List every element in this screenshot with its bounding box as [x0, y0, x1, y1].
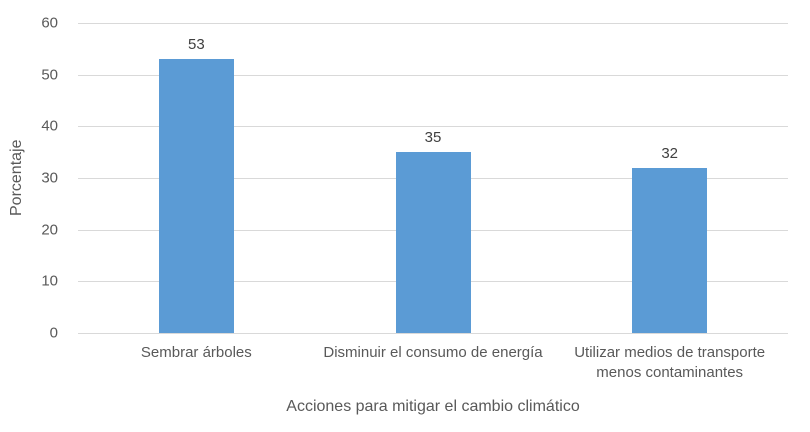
bar-slot: 32 — [551, 23, 788, 333]
bar — [158, 59, 234, 333]
x-axis-title: Acciones para mitigar el cambio climátic… — [286, 398, 580, 415]
x-category-label: Sembrar árboles — [140, 344, 252, 361]
y-tick-label-0: 0 — [49, 324, 58, 342]
y-tick-label-60: 60 — [41, 14, 58, 32]
plot-area: 53 35 32 — [78, 23, 788, 334]
bar-value-label: 32 — [661, 144, 679, 162]
y-tick-label-20: 20 — [41, 221, 58, 239]
gridline-0 — [78, 333, 788, 334]
x-category-slot: Utilizar medios de transporte menos cont… — [551, 343, 788, 384]
gridline-60 — [78, 23, 788, 24]
gridline-40 — [78, 126, 788, 128]
bar-value-label: 35 — [424, 129, 442, 147]
bar-slot: 53 — [78, 23, 315, 333]
bar-value-label: 53 — [187, 36, 205, 54]
y-tick-label-30: 30 — [41, 169, 58, 187]
x-category-labels: Sembrar árboles Disminuir el consumo de e… — [78, 343, 788, 384]
x-category-slot: Disminuir el consumo de energía — [315, 343, 552, 384]
gridline-50 — [78, 74, 788, 76]
x-category-slot: Sembrar árboles — [78, 343, 315, 384]
y-tick-label-10: 10 — [41, 272, 58, 290]
x-category-label: Utilizar medios de transporte menos cont… — [574, 344, 766, 382]
x-category-label: Disminuir el consumo de energía — [323, 344, 543, 361]
y-tick-label-50: 50 — [41, 66, 58, 84]
bar — [632, 167, 708, 333]
bars-container: 53 35 32 — [78, 23, 788, 333]
y-tick-label-40: 40 — [41, 117, 58, 135]
bar-slot: 35 — [315, 23, 552, 333]
bar — [395, 152, 471, 333]
